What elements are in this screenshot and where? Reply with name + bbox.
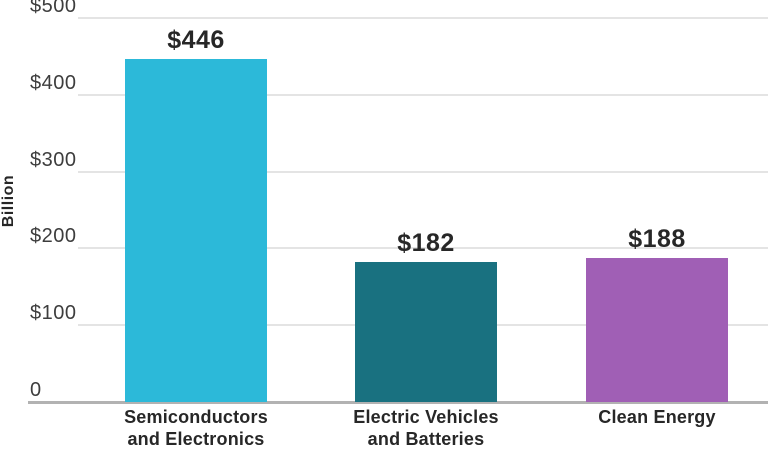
y-tick-label: $300: [30, 148, 77, 171]
gridline: [78, 17, 768, 19]
x-category-label: Electric Vehicles and Batteries: [353, 407, 499, 449]
bar: [355, 262, 497, 402]
bar-value-label: $182: [397, 229, 455, 258]
bar-value-label: $188: [628, 224, 686, 253]
bar-value-label: $446: [167, 26, 225, 55]
bar: [125, 59, 267, 402]
y-tick-label: $400: [30, 71, 77, 94]
x-axis-line: [28, 401, 768, 404]
y-axis-label: Billion: [0, 174, 17, 228]
y-tick-label: $100: [30, 302, 77, 325]
y-tick-label: $200: [30, 225, 77, 248]
gridline: [78, 93, 768, 96]
x-category-label: Semiconductors and Electronics: [124, 407, 268, 449]
y-tick-label: $500: [30, 0, 77, 17]
bar: [586, 257, 728, 402]
gridline: [78, 170, 768, 173]
gridline: [78, 247, 768, 250]
y-tick-label: 0: [30, 379, 42, 401]
x-category-label: Clean Energy: [598, 407, 716, 427]
